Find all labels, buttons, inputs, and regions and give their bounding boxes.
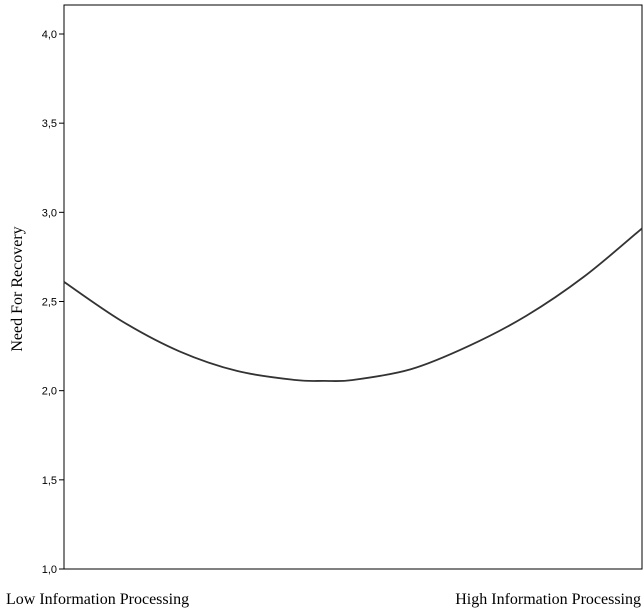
y-tick-label: 1,0 [42,564,57,576]
x-category-label-high: High Information Processing [455,591,641,608]
y-tick-label: 2,5 [42,297,57,309]
y-tick-label: 3,0 [42,207,57,219]
y-tick-label: 1,5 [42,475,57,487]
y-axis: 1,0 1,5 2,0 2,5 3,0 3,5 4,0 [42,29,64,576]
y-tick-label: 2,0 [42,386,57,398]
y-axis-title: Need For Recovery [9,226,26,351]
y-tick-label: 4,0 [42,29,57,41]
plot-frame [63,4,643,570]
y-tick-label: 3,5 [42,118,57,130]
x-category-label-low: Low Information Processing [6,591,189,608]
series-line [63,227,643,383]
